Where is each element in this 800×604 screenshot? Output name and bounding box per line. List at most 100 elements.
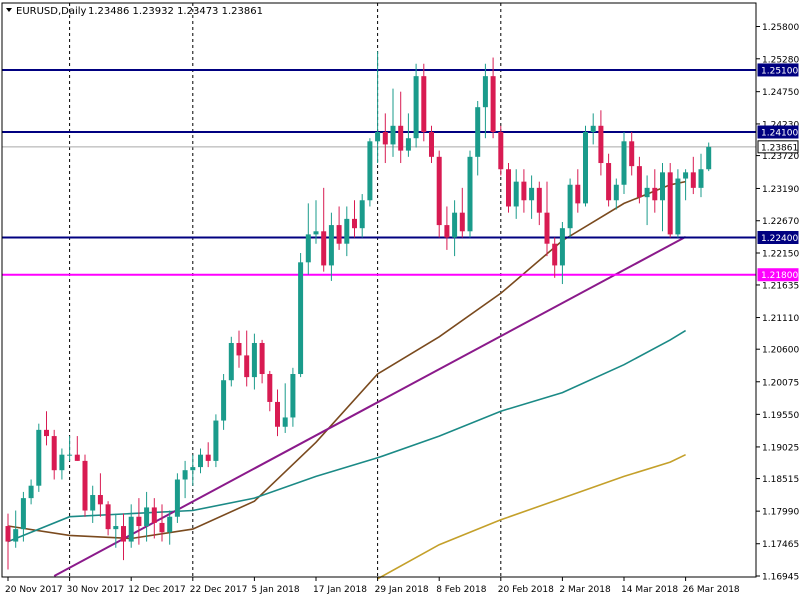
- candle-body: [459, 212, 465, 232]
- candle-body: [44, 429, 49, 437]
- candle: [413, 63, 419, 148]
- candle-body: [644, 187, 650, 198]
- price-level-tag: 1.24100: [757, 125, 799, 139]
- price-level-tag: 1.22400: [757, 230, 799, 244]
- candle: [652, 169, 658, 213]
- candle-body: [583, 132, 588, 204]
- candle-body: [321, 231, 327, 266]
- candle: [482, 63, 488, 139]
- price-tag-label: 1.21800: [761, 271, 798, 281]
- candle-body: [167, 516, 173, 533]
- price-tick-label: 1.23720: [762, 152, 799, 162]
- time-tick-label: 17 Jan 2018: [313, 585, 367, 595]
- candle-body: [636, 166, 642, 198]
- candle: [644, 175, 650, 226]
- candle-body: [513, 181, 519, 207]
- candle: [159, 504, 165, 542]
- candle: [590, 113, 596, 145]
- candle: [367, 138, 373, 207]
- candle-body: [105, 504, 111, 530]
- candle-body: [598, 125, 604, 164]
- time-tick-label: 20 Feb 2018: [498, 585, 554, 595]
- candle-body: [128, 516, 134, 542]
- time-tick-label: 5 Jan 2018: [251, 585, 299, 595]
- candle: [97, 473, 103, 517]
- chart-header: EURUSD,Daily 1.23486 1.23932 1.23473 1.2…: [6, 6, 263, 17]
- candle: [228, 336, 234, 387]
- candle: [259, 339, 265, 384]
- candle: [328, 212, 334, 281]
- candle: [136, 498, 142, 545]
- candle-body: [290, 374, 296, 418]
- candle-body: [559, 228, 565, 266]
- candle: [51, 429, 57, 480]
- candle-body: [275, 401, 280, 427]
- candle: [359, 194, 365, 238]
- candle: [182, 460, 188, 499]
- candle: [221, 374, 227, 430]
- candle: [305, 203, 311, 275]
- candle-body: [429, 132, 434, 157]
- moving-average-line: [377, 453, 686, 580]
- candle: [5, 513, 11, 570]
- candle-body: [698, 169, 704, 188]
- price-axis[interactable]: 1.25800 1.25280 1.24750 1.24230 1.23720 1.231…: [756, 23, 799, 583]
- symbol-label: EURUSD,Daily: [16, 6, 87, 17]
- price-tag-box: [757, 140, 799, 154]
- candle: [113, 513, 119, 548]
- candle: [74, 436, 80, 461]
- candle: [59, 448, 65, 480]
- time-axis[interactable]: 20 Nov 2017 30 Nov 2017 12 Dec 2017 22 Dec …: [5, 577, 740, 595]
- candle: [621, 132, 627, 195]
- candle-body: [336, 225, 342, 244]
- candle: [459, 187, 465, 238]
- price-tick-label: 1.23190: [762, 185, 799, 195]
- candle: [313, 200, 319, 244]
- candle: [467, 150, 473, 238]
- ohlc-values: 1.23486 1.23932 1.23473 1.23861: [88, 6, 263, 17]
- candle: [444, 206, 450, 250]
- candle-body: [683, 172, 689, 179]
- candle-body: [590, 125, 596, 133]
- price-tick-label: 1.24750: [762, 88, 799, 98]
- candle: [513, 169, 519, 219]
- candle: [244, 330, 250, 387]
- candle: [198, 448, 203, 474]
- time-tick-label: 26 Mar 2018: [683, 585, 740, 595]
- candle-body: [182, 470, 188, 480]
- candle-body: [667, 172, 673, 235]
- candle-body: [90, 495, 96, 511]
- candle: [683, 169, 689, 201]
- candle-body: [136, 516, 142, 527]
- candle-body: [82, 460, 88, 511]
- candle: [498, 125, 504, 176]
- price-tick-label: 1.21635: [762, 281, 799, 291]
- candle-body: [236, 342, 242, 356]
- candle-body: [613, 184, 619, 201]
- candle-body: [452, 212, 458, 238]
- candle: [529, 175, 535, 219]
- price-tick-label: 1.22670: [762, 217, 799, 227]
- candle-body: [359, 200, 365, 229]
- candle-body: [5, 526, 11, 542]
- candle-body: [328, 225, 334, 266]
- candle-body: [521, 181, 527, 201]
- price-tick-label: 1.21110: [762, 314, 799, 324]
- candle-body: [20, 498, 26, 530]
- candle-body: [151, 507, 157, 523]
- candle-body: [74, 454, 80, 461]
- candle-body: [629, 141, 635, 167]
- dropdown-triangle-icon[interactable]: [6, 8, 12, 12]
- candle: [275, 389, 280, 437]
- candle: [236, 330, 242, 368]
- candle-body: [660, 172, 665, 201]
- candle: [583, 125, 588, 207]
- candle-body: [113, 526, 119, 530]
- candle-body: [467, 156, 473, 232]
- candle-body: [28, 485, 34, 499]
- candle-body: [367, 141, 373, 201]
- candle-body: [267, 374, 273, 402]
- trend-line: [53, 235, 687, 577]
